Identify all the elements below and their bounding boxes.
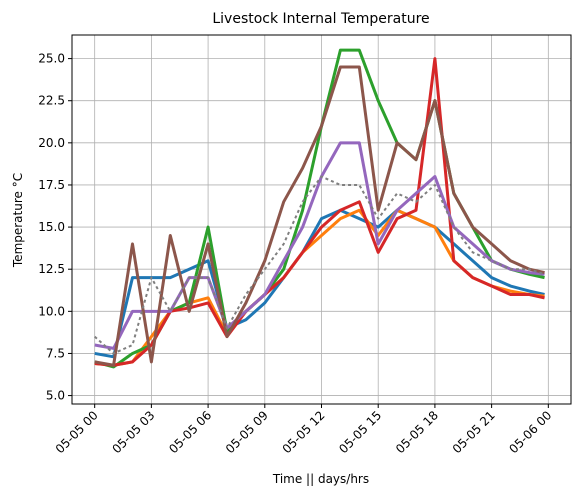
x-tick-label: 05-06 00 [506, 408, 554, 456]
x-tick-label: 05-05 06 [166, 408, 214, 456]
plot-frame [71, 34, 572, 405]
series-line [94, 141, 545, 350]
x-tick-label: 05-05 18 [393, 408, 441, 456]
series-line [94, 48, 545, 369]
y-tick-label: 7.5 [46, 346, 65, 360]
y-tick-label: 20.0 [38, 136, 65, 150]
x-tick-label: 05-05 03 [109, 408, 157, 456]
y-axis-label: Temperature °C [11, 173, 25, 268]
x-tick-label: 05-05 15 [336, 408, 384, 456]
x-tick-label: 05-05 09 [223, 408, 271, 456]
y-tick-label: 25.0 [38, 52, 65, 66]
y-tick-label: 15.0 [38, 220, 65, 234]
series-line [94, 208, 545, 359]
x-tick-label: 05-05 12 [280, 408, 328, 456]
series-line [94, 57, 545, 367]
series-line [94, 175, 545, 355]
x-axis-label: Time || days/hrs [272, 472, 369, 486]
chart-title: Livestock Internal Temperature [212, 11, 429, 27]
y-tick-label: 10.0 [38, 304, 65, 318]
y-tick-label: 22.5 [38, 94, 65, 108]
y-tick-label: 17.5 [38, 178, 65, 192]
y-tick-label: 5.0 [46, 389, 65, 403]
series-line [94, 65, 545, 367]
y-tick-label: 12.5 [38, 262, 65, 276]
x-tick-label: 05-05 00 [53, 408, 101, 456]
x-tick-label: 05-05 21 [450, 408, 498, 456]
